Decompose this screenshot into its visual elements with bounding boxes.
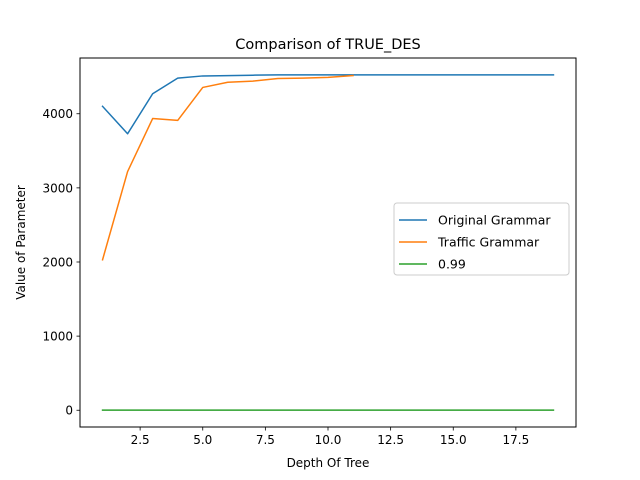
y-tick-label: 0 bbox=[65, 404, 73, 418]
y-tick-label: 1000 bbox=[42, 330, 73, 344]
x-tick-label: 17.5 bbox=[503, 433, 530, 447]
x-tick-label: 5.0 bbox=[193, 433, 212, 447]
x-tick-label: 2.5 bbox=[131, 433, 150, 447]
plot-area: 2.5 5.0 7.5 10.0 12.5 15.0 17.5 0 1000 2000 3000 4… bbox=[42, 57, 577, 447]
x-axis-ticks: 2.5 5.0 7.5 10.0 12.5 15.0 17.5 bbox=[131, 427, 530, 447]
series-layer bbox=[101, 74, 555, 411]
x-axis-label: Depth Of Tree bbox=[287, 456, 370, 470]
x-tick-label: 12.5 bbox=[377, 433, 404, 447]
legend-label: Original Grammar bbox=[438, 213, 551, 228]
legend: Original Grammar Traffic Grammar 0.99 bbox=[393, 202, 570, 276]
y-axis-ticks: 0 1000 2000 3000 4000 bbox=[42, 107, 80, 418]
legend-box bbox=[393, 202, 570, 276]
legend-label: 0.99 bbox=[438, 257, 466, 272]
x-tick-label: 7.5 bbox=[256, 433, 275, 447]
x-tick-label: 15.0 bbox=[440, 433, 467, 447]
legend-label: Traffic Grammar bbox=[437, 235, 540, 250]
chart-title: Comparison of TRUE_DES bbox=[235, 37, 421, 53]
y-axis-label: Value of Parameter bbox=[14, 185, 28, 300]
legend-items: Original Grammar Traffic Grammar 0.99 bbox=[399, 213, 551, 272]
series-line-1 bbox=[101, 74, 555, 135]
y-tick-label: 2000 bbox=[42, 255, 73, 269]
x-tick-label: 10.0 bbox=[315, 433, 342, 447]
y-tick-label: 3000 bbox=[42, 181, 73, 195]
series-line-2 bbox=[101, 74, 354, 261]
y-tick-label: 4000 bbox=[42, 107, 73, 121]
